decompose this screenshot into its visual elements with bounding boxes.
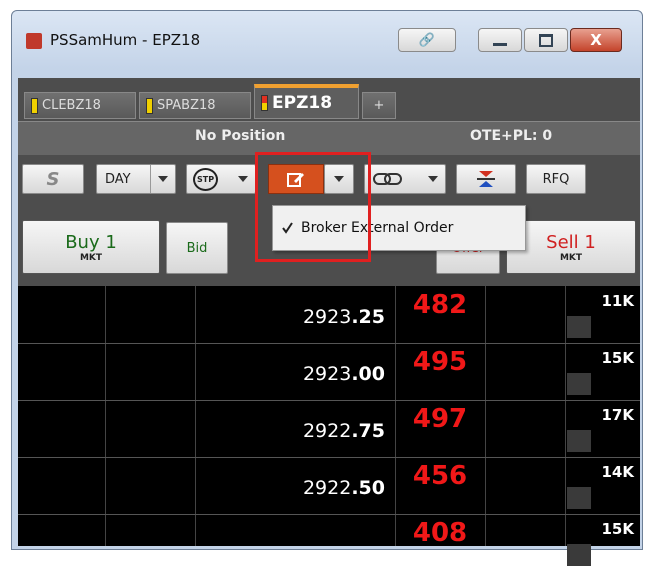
bid-qty: 497: [412, 404, 468, 434]
volume-bar: [567, 430, 591, 452]
active-tab[interactable]: EPZ18: [254, 84, 359, 119]
ote-text: OTE+PL: 0: [470, 128, 553, 144]
dropdown-menu: Broker External Order: [272, 205, 526, 251]
sell-button[interactable]: Sell 1 MKT: [506, 220, 636, 274]
price-dec: .25: [351, 306, 385, 328]
new-tab[interactable]: +: [362, 92, 396, 119]
price-int: 2923: [302, 306, 352, 328]
volume: 15K: [601, 520, 635, 538]
app-icon: [26, 33, 42, 49]
edit-icon: [287, 173, 304, 187]
price-dec: .00: [351, 363, 385, 385]
rfq-button[interactable]: RFQ: [526, 164, 586, 194]
link-dropdown[interactable]: [364, 164, 446, 194]
price: 2922.75: [303, 420, 385, 442]
price-int: 2922: [302, 420, 352, 442]
row-line: [18, 457, 640, 458]
stop-label: STP: [193, 167, 219, 191]
tab-label: EPZ18: [272, 93, 333, 113]
price-dec: .75: [351, 420, 385, 442]
window-title: PSSamHum - EPZ18: [50, 31, 201, 49]
bid-qty: 495: [412, 347, 468, 377]
status-bar: [18, 121, 640, 155]
bid-qty: 482: [412, 290, 468, 320]
tab-label: CLEBZ18: [42, 98, 101, 113]
price-ladder: 2923.25 482 11K 2923.00 495 15K 2922.75 497 17K 2…: [18, 286, 640, 566]
row-line: [18, 343, 640, 344]
volume: 15K: [601, 349, 635, 367]
bid-qty: 408: [412, 518, 468, 548]
chain-icon: [373, 173, 402, 185]
tif-label: DAY: [105, 171, 131, 187]
column-line: [105, 286, 106, 546]
price-int: 2922: [302, 477, 352, 499]
highlight-box: [255, 152, 371, 262]
buy-sub: MKT: [79, 252, 103, 263]
minimize-button[interactable]: [478, 28, 522, 52]
row-line: [18, 400, 640, 401]
tif-dropdown[interactable]: DAY: [96, 164, 176, 194]
bid-qty: 456: [412, 461, 468, 491]
position-text: No Position: [195, 128, 286, 144]
price-dec: .50: [351, 477, 385, 499]
volume-bar: [567, 373, 591, 395]
column-line: [565, 286, 566, 546]
volume: 14K: [601, 463, 635, 481]
screen: PSSamHum - EPZ18 🔗 X CLEBZ18 SPABZ18 EPZ…: [11, 10, 643, 566]
s-button[interactable]: S: [22, 164, 84, 194]
volume: 17K: [601, 406, 635, 424]
volume-bar: [567, 544, 591, 566]
column-line: [395, 286, 396, 546]
sell-sub: MKT: [559, 252, 583, 263]
broker-order-button[interactable]: [268, 164, 324, 194]
volume-bar: [567, 487, 591, 509]
swap-icon: [477, 171, 495, 187]
buy-button[interactable]: Buy 1 MKT: [22, 220, 160, 274]
broker-order-dropdown[interactable]: [324, 164, 354, 194]
price: 2922.50: [303, 477, 385, 499]
stop-dropdown[interactable]: STP: [186, 164, 256, 194]
volume: 11K: [601, 292, 635, 310]
tab-label: SPABZ18: [157, 98, 216, 113]
price-int: 2923: [302, 363, 352, 385]
buy-label: Buy 1: [65, 231, 117, 253]
price: 2923.25: [303, 306, 385, 328]
sell-label: Sell 1: [546, 231, 596, 253]
tab[interactable]: CLEBZ18: [24, 92, 136, 119]
tab[interactable]: SPABZ18: [139, 92, 251, 119]
volume-bar: [567, 316, 591, 338]
maximize-button[interactable]: [524, 28, 568, 52]
column-line: [485, 286, 486, 546]
price: 2923.00: [303, 363, 385, 385]
link-button[interactable]: 🔗: [398, 28, 456, 52]
check-icon: [282, 222, 293, 234]
column-line: [195, 286, 196, 546]
swap-button[interactable]: [456, 164, 516, 194]
bid-button[interactable]: Bid: [166, 222, 228, 274]
row-line: [18, 514, 640, 515]
close-button[interactable]: X: [570, 28, 622, 52]
menu-item[interactable]: Broker External Order: [301, 220, 454, 236]
